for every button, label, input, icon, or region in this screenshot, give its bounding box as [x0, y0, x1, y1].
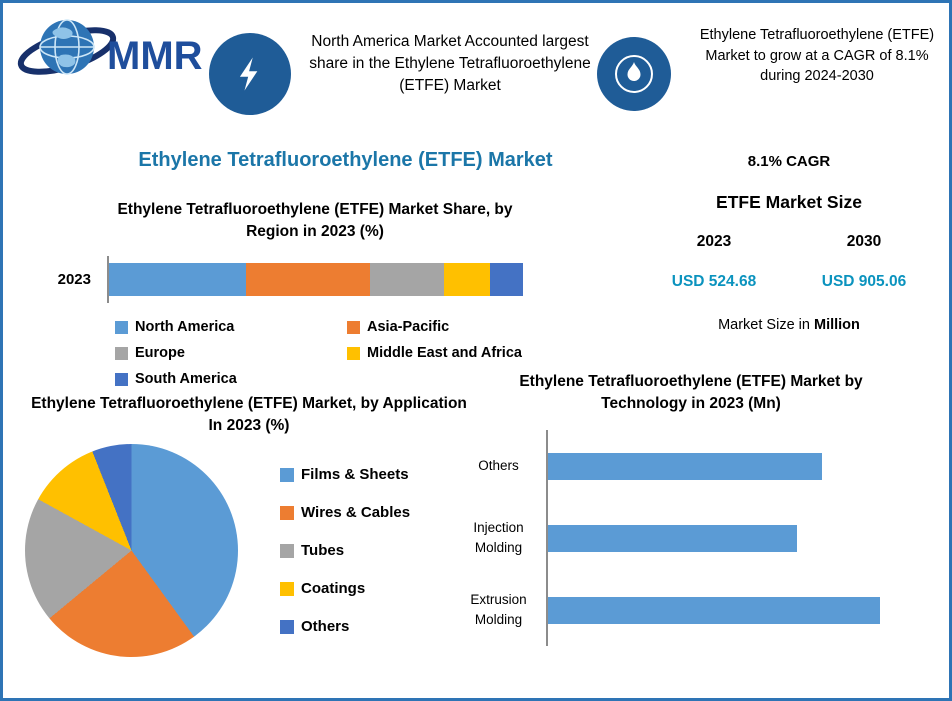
- market-size-panel: 8.1% CAGR ETFE Market Size 2023 2030 USD…: [639, 153, 939, 333]
- legend-label: Others: [301, 618, 350, 636]
- callout-cagr: Ethylene Tetrafluoroethylene (ETFE) Mark…: [597, 21, 945, 111]
- application-legend-item: Tubes: [280, 542, 410, 559]
- technology-bar-chart: Ethylene Tetrafluoroethylene (ETFE) Mark…: [461, 371, 897, 647]
- region-chart-title: Ethylene Tetrafluoroethylene (ETFE) Mark…: [117, 201, 513, 240]
- legend-label: Middle East and Africa: [367, 345, 522, 362]
- year-start: 2023: [696, 233, 732, 250]
- application-legend-item: Others: [280, 618, 410, 635]
- region-legend-item: Asia-Pacific: [347, 319, 523, 335]
- callout-text: North America Market Accounted largest s…: [309, 33, 591, 94]
- market-size-note: Market Size in Million: [639, 317, 939, 333]
- legend-swatch: [115, 372, 128, 386]
- application-legend-item: Coatings: [280, 580, 410, 597]
- flame-icon-circle: [597, 37, 671, 111]
- legend-swatch: [280, 505, 294, 520]
- region-segment-middle-east-and-africa: [444, 263, 490, 297]
- technology-category-label: Extrusion Molding: [470, 592, 527, 628]
- pie-content: Films & Sheets Wires & Cables Tubes Coating…: [25, 444, 473, 658]
- year-end: 2030: [846, 233, 882, 250]
- technology-bar-track: [546, 502, 897, 575]
- legend-label: Films & Sheets: [301, 466, 409, 484]
- application-legend-item: Films & Sheets: [280, 466, 410, 483]
- technology-row: Injection Molding: [461, 502, 897, 575]
- value-end: USD 905.06: [821, 273, 907, 290]
- page-title: Ethylene Tetrafluoroethylene (ETFE) Mark…: [138, 149, 553, 171]
- legend-swatch: [347, 346, 360, 360]
- market-size-values: USD 524.68 USD 905.06: [639, 273, 939, 291]
- region-legend-item: South America: [115, 371, 347, 387]
- region-legend-item: Europe: [115, 345, 347, 361]
- flame-icon: [615, 55, 653, 93]
- region-legend-item: Middle East and Africa: [347, 345, 523, 361]
- legend-label: North America: [135, 319, 235, 336]
- legend-label: Wires & Cables: [301, 504, 411, 522]
- region-segment-europe: [369, 263, 445, 297]
- application-legend: Films & Sheets Wires & Cables Tubes Coating…: [280, 466, 410, 635]
- region-segment-asia-pacific: [245, 263, 370, 297]
- callout-text: Ethylene Tetrafluoroethylene (ETFE) Mark…: [699, 27, 935, 85]
- application-pie: [25, 444, 238, 658]
- value-start: USD 524.68: [671, 273, 757, 290]
- market-size-years: 2023 2030: [639, 233, 939, 251]
- region-bar-row: 2023: [43, 256, 523, 304]
- technology-bar: [548, 452, 823, 480]
- cagr-value: 8.1% CAGR: [747, 153, 831, 170]
- region-share-chart: Ethylene Tetrafluoroethylene (ETFE) Mark…: [43, 199, 523, 387]
- note-unit: Million: [813, 317, 860, 333]
- region-legend: North America Asia-Pacific Europe Middle Ea…: [115, 319, 523, 387]
- technology-bar: [548, 524, 798, 552]
- legend-swatch: [280, 467, 294, 482]
- region-bar-axis: [107, 256, 523, 304]
- technology-chart-rows: Others Injection Molding Extrusion Molding: [461, 430, 897, 647]
- lightning-icon-circle: [209, 33, 291, 115]
- mmr-logo: MMR: [17, 19, 203, 78]
- region-segment-north-america: [109, 263, 246, 297]
- region-stacked-bar: [109, 263, 523, 297]
- legend-swatch: [280, 619, 294, 634]
- technology-row: Others: [461, 430, 897, 503]
- legend-label: Europe: [135, 345, 185, 362]
- note-prefix: Market Size in: [718, 317, 814, 333]
- legend-swatch: [347, 320, 360, 334]
- region-category-label: 2023: [57, 271, 91, 289]
- application-legend-item: Wires & Cables: [280, 504, 410, 521]
- legend-swatch: [280, 581, 294, 596]
- legend-swatch: [280, 543, 294, 558]
- legend-label: Tubes: [301, 542, 345, 560]
- logo-text: MMR: [107, 34, 203, 78]
- lightning-icon: [239, 57, 258, 91]
- legend-label: South America: [135, 371, 237, 388]
- market-size-title: ETFE Market Size: [716, 192, 862, 212]
- legend-swatch: [115, 346, 128, 360]
- technology-bar: [548, 596, 881, 624]
- technology-bar-track: [546, 430, 897, 503]
- technology-bar-track: [546, 574, 897, 647]
- legend-swatch: [115, 320, 128, 334]
- legend-label: Asia-Pacific: [367, 319, 450, 336]
- callout-north-america: North America Market Accounted largest s…: [209, 25, 601, 115]
- region-legend-item: North America: [115, 319, 347, 335]
- application-pie-chart: Ethylene Tetrafluoroethylene (ETFE) Mark…: [25, 393, 473, 658]
- application-chart-title: Ethylene Tetrafluoroethylene (ETFE) Mark…: [31, 395, 467, 434]
- technology-row: Extrusion Molding: [461, 574, 897, 647]
- technology-category-label: Others: [478, 458, 519, 474]
- region-segment-south-america: [489, 263, 523, 297]
- legend-label: Coatings: [301, 580, 366, 598]
- technology-category-label: Injection Molding: [473, 520, 524, 556]
- technology-chart-title: Ethylene Tetrafluoroethylene (ETFE) Mark…: [519, 373, 863, 412]
